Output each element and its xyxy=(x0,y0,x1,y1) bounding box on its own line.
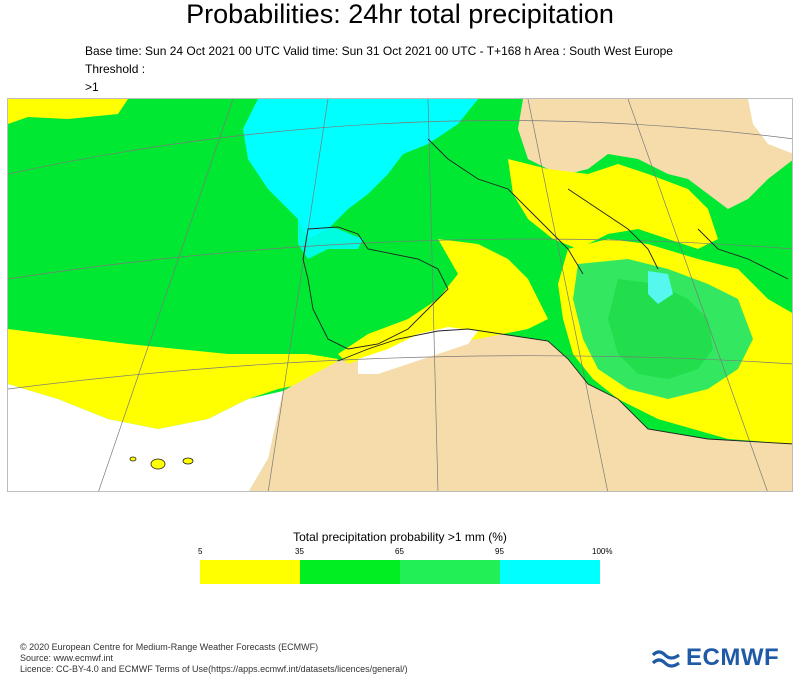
footer-copyright: © 2020 European Centre for Medium-Range … xyxy=(20,642,319,652)
chart-subtitle: Base time: Sun 24 Oct 2021 00 UTC Valid … xyxy=(85,42,725,96)
yellow-area-northwest xyxy=(8,99,128,124)
white-area-southwest xyxy=(8,384,283,491)
cyan-area-sardinia xyxy=(648,271,673,304)
legend-tick-100: 100% xyxy=(592,547,613,556)
legend-swatch-35-65 xyxy=(300,560,400,584)
subtitle-line-1: Base time: Sun 24 Oct 2021 00 UTC Valid … xyxy=(85,44,673,76)
ecmwf-wave-icon xyxy=(651,650,680,668)
probability-map xyxy=(7,98,793,492)
legend-swatch-65-95 xyxy=(400,560,500,584)
legend-tick-65: 65 xyxy=(395,547,404,556)
yellow-area-atlantic xyxy=(8,329,338,429)
subtitle-line-2: >1 xyxy=(85,80,99,94)
footer-source: Source: www.ecmwf.int xyxy=(20,653,114,663)
land-central-europe xyxy=(518,99,792,209)
legend-swatch-95-100 xyxy=(500,560,600,584)
graticule xyxy=(8,99,792,491)
legend-tick-95: 95 xyxy=(495,547,504,556)
ecmwf-logo: ECMWF xyxy=(650,644,779,672)
legend-tick-35: 35 xyxy=(295,547,304,556)
white-area-algeria xyxy=(358,327,478,374)
yellow-area-italy xyxy=(508,159,718,249)
canary-islands xyxy=(129,456,194,470)
legend-tick-5: 5 xyxy=(198,547,203,556)
legend-ticks: 5 35 65 95 100% xyxy=(198,547,612,559)
footer: © 2020 European Centre for Medium-Range … xyxy=(20,642,408,675)
coastlines xyxy=(302,138,792,445)
cyan-area-france xyxy=(243,99,478,239)
legend-title: Total precipitation probability >1 mm (%… xyxy=(293,530,507,544)
chart-title: Probabilities: 24hr total precipitation xyxy=(186,0,614,29)
logo-text: ECMWF xyxy=(686,644,780,671)
white-area-northeast xyxy=(748,99,792,154)
map-canvas xyxy=(8,99,792,491)
footer-licence: Licence: CC-BY-4.0 and ECMWF Terms of Us… xyxy=(20,664,408,674)
green-area-ionian xyxy=(608,279,713,379)
legend-colorbar xyxy=(200,560,600,584)
legend-swatch-5-35 xyxy=(200,560,300,584)
